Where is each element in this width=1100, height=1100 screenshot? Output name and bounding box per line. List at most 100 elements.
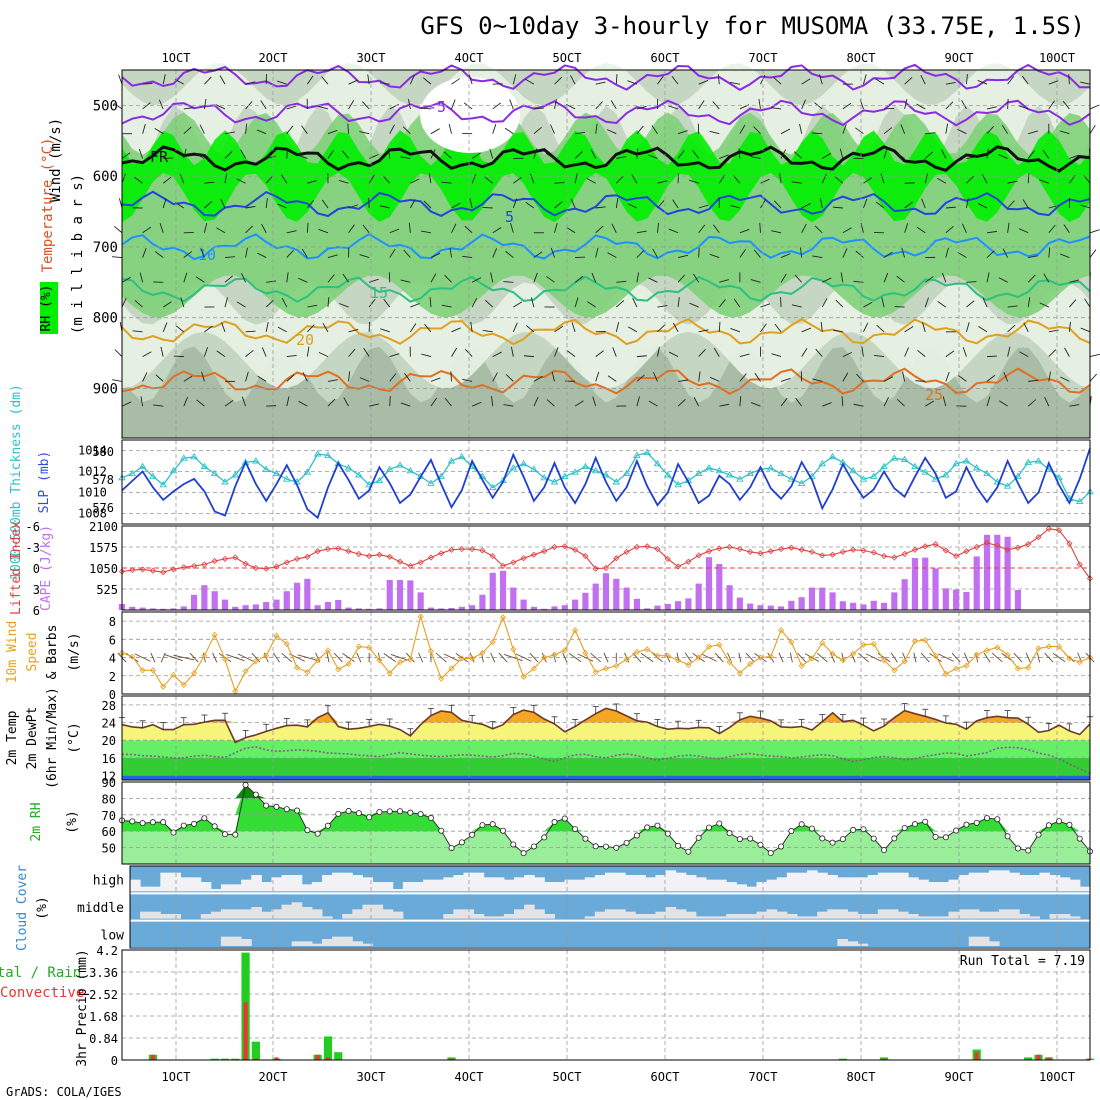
cape-bar <box>757 605 764 610</box>
wind-barb <box>369 403 379 407</box>
cape-bar <box>644 608 651 610</box>
wind-barb <box>814 225 823 234</box>
cloud-cell-high <box>301 884 313 892</box>
rh2m-point <box>932 833 939 840</box>
wind-speed-point <box>324 647 332 654</box>
cape-bar <box>860 604 867 610</box>
wind-barb <box>1044 396 1050 407</box>
wind-barb <box>945 123 949 134</box>
wind-barb <box>1028 255 1039 258</box>
wind-speed-point <box>572 627 579 634</box>
wind-barb <box>505 374 514 382</box>
wind-barb <box>771 107 782 110</box>
cloud-frame <box>129 865 1091 949</box>
wind-barb <box>986 230 997 234</box>
cloud-cell-middle <box>726 914 737 919</box>
wind-barb <box>883 376 894 382</box>
wind-barb-10m <box>237 653 254 662</box>
wind-barb <box>1007 324 1016 333</box>
thickness-point <box>1055 473 1063 481</box>
wind-barb <box>286 396 290 407</box>
wind-barb <box>132 330 143 333</box>
cloud-cell-high <box>1059 877 1071 892</box>
thickness-point <box>622 469 631 477</box>
wind-barb <box>657 180 668 184</box>
wind-barb <box>801 78 811 85</box>
x-tick-label-top: 3OCT <box>357 51 386 65</box>
rh2m-point <box>458 839 465 846</box>
wind-speed-point <box>1076 659 1083 666</box>
wind-barb <box>1059 253 1070 258</box>
wind-barb <box>266 405 277 407</box>
lifted-index-point <box>983 539 991 546</box>
cloud-cell-high <box>635 875 646 892</box>
wind-barb-10m <box>469 652 475 663</box>
lifted-index-point <box>716 545 723 552</box>
wind-barb <box>961 99 967 110</box>
axis-label-cape: CAPE (J/kg) <box>39 525 54 611</box>
cape-bar <box>664 604 671 610</box>
lifted-index-point <box>767 548 774 555</box>
wind-barb <box>586 178 596 184</box>
wind-barb <box>945 225 954 234</box>
wind-barb <box>464 225 473 234</box>
rh2m-point <box>798 821 805 828</box>
thickness-point <box>777 469 785 477</box>
wind-speed-point <box>170 671 177 678</box>
temp-band-green1 <box>122 740 1090 758</box>
wind-barb <box>114 225 123 234</box>
cape-bar <box>922 557 929 610</box>
wind-barb <box>183 107 194 110</box>
thickness-point <box>313 450 322 457</box>
cape-bar <box>242 605 249 610</box>
wind-barb <box>513 176 522 184</box>
wind-barb <box>730 328 741 333</box>
rh2m-point <box>510 841 517 848</box>
wind-barb-10m <box>498 652 508 663</box>
rh2m-point <box>582 835 589 842</box>
cloud-cell-high <box>231 884 242 892</box>
cloud-cell-high <box>200 882 212 892</box>
wind-barb-10m <box>778 652 784 663</box>
wind-barb-10m <box>684 652 692 663</box>
cape-bar <box>582 592 589 610</box>
wind-barb <box>856 373 864 382</box>
lifted-index-point <box>335 545 342 552</box>
wind-barb <box>883 272 889 283</box>
wind-barb <box>657 324 665 333</box>
wind-barb <box>986 272 990 283</box>
lifted-index-point <box>1066 540 1073 547</box>
wind-barb <box>174 79 184 85</box>
wind-barb <box>265 321 269 332</box>
cloud-cell-high <box>443 877 454 892</box>
cloud-cell-high <box>392 889 404 892</box>
cape-bar <box>674 601 682 610</box>
cloud-cell-low <box>311 943 323 946</box>
wind-speed-point <box>1066 655 1073 662</box>
cloud-cell-low <box>857 943 869 946</box>
wind-barb <box>297 154 308 159</box>
cloud-cell-high <box>1049 875 1061 892</box>
wind-barb <box>636 105 647 110</box>
wind-barb-10m <box>326 652 330 663</box>
y-tick-label: 1.68 <box>89 1010 118 1024</box>
cloud-cell-high <box>241 879 252 892</box>
wind-barb <box>525 201 535 209</box>
rh2m-point <box>695 834 702 841</box>
wind-barb <box>368 298 376 308</box>
wind-barb <box>606 129 617 135</box>
cloud-cell-high <box>1069 879 1081 892</box>
wind-barb <box>1063 224 1070 234</box>
cloud-cell-low <box>241 939 252 946</box>
wind-barb <box>924 276 934 283</box>
wind-speed-point <box>242 668 249 675</box>
cloud-cell-high <box>362 877 374 892</box>
wind-barb <box>821 173 827 184</box>
wind-barb <box>327 379 338 382</box>
cape-bar <box>458 606 465 610</box>
x-tick-label-bottom: 7OCT <box>749 1070 778 1084</box>
x-tick-label-top: 8OCT <box>847 51 876 65</box>
wind-barb <box>462 255 473 258</box>
cloud-cell-high <box>827 875 838 892</box>
wind-barb <box>636 396 640 407</box>
